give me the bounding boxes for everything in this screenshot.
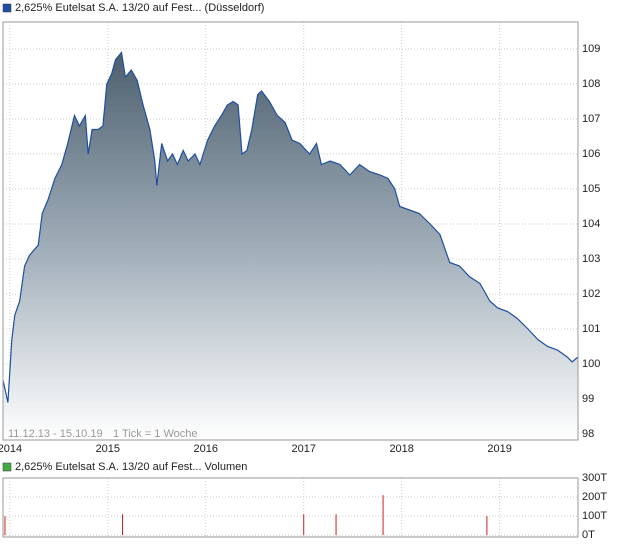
y-tick-label: 107	[582, 113, 600, 125]
y-tick-label: 0T	[582, 529, 595, 541]
volume-bar	[4, 516, 6, 536]
y-tick-label: 101	[582, 323, 600, 335]
y-tick-label: 300T	[582, 472, 607, 484]
price-line	[2, 51, 579, 403]
volume-bar	[122, 514, 124, 536]
x-tick-label: 2015	[96, 443, 120, 455]
y-tick-label: 100	[582, 358, 600, 370]
x-tick-label: 2017	[291, 443, 315, 455]
area-fill	[3, 52, 578, 440]
y-tick-label: 108	[582, 78, 600, 90]
volume-bar	[303, 514, 305, 536]
y-tick-label: 102	[582, 288, 600, 300]
legend-swatch	[2, 3, 12, 13]
plot-frame	[2, 21, 579, 441]
legend-label: 2,625% Eutelsat S.A. 13/20 auf Fest... (…	[15, 2, 264, 14]
y-tick-label: 99	[582, 393, 594, 405]
y-tick-label: 106	[582, 148, 600, 160]
x-tick-label: 2018	[389, 443, 413, 455]
legend-label: 2,625% Eutelsat S.A. 13/20 auf Fest... V…	[15, 461, 247, 473]
y-tick-label: 98	[582, 428, 594, 440]
volume-bar	[486, 516, 488, 536]
y-tick-label: 104	[582, 218, 600, 230]
volume-bar	[335, 514, 337, 536]
y-tick-label: 100T	[582, 510, 607, 522]
y-tick-label: 200T	[582, 491, 607, 503]
x-tick-label: 2019	[487, 443, 511, 455]
annotation: 1 Tick = 1 Woche	[113, 428, 197, 440]
y-tick-label: 109	[582, 43, 600, 55]
y-tick-label: 105	[582, 183, 600, 195]
y-tick-label: 103	[582, 253, 600, 265]
x-tick-label: 2016	[194, 443, 218, 455]
x-tick-label: 2014	[0, 443, 22, 455]
plot-frame	[2, 477, 579, 538]
volume-bar	[382, 495, 384, 536]
annotation: 11.12.13 - 15.10.19	[8, 428, 103, 440]
legend-swatch	[2, 462, 12, 472]
